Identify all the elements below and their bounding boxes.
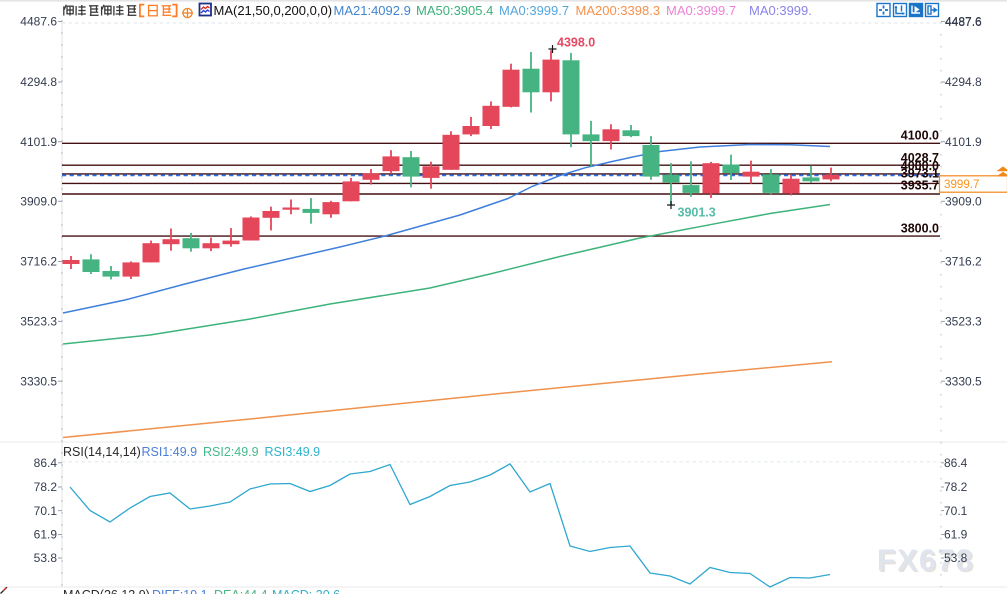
svg-text:RSI3:49.9: RSI3:49.9	[265, 445, 321, 459]
svg-text:MACD: 30.6: MACD: 30.6	[272, 588, 340, 594]
svg-text:MA200:3398.3: MA200:3398.3	[576, 3, 661, 18]
svg-text:3999.7: 3999.7	[944, 178, 979, 191]
svg-text:3330.5: 3330.5	[20, 374, 57, 388]
svg-text:3330.5: 3330.5	[945, 374, 982, 388]
svg-text:MA0:3999.: MA0:3999.	[749, 3, 812, 18]
svg-text:DEA:44.4: DEA:44.4	[214, 588, 268, 594]
svg-text:53.8: 53.8	[34, 551, 58, 565]
svg-text:78.2: 78.2	[34, 480, 58, 494]
svg-text:3901.3: 3901.3	[678, 205, 716, 219]
svg-text:53.8: 53.8	[944, 551, 968, 565]
svg-text:86.4: 86.4	[34, 456, 58, 470]
svg-text:3716.2: 3716.2	[945, 255, 982, 269]
svg-text:3909.0: 3909.0	[945, 195, 982, 209]
svg-text:70.1: 70.1	[34, 504, 58, 518]
svg-text:MA0:3999.7: MA0:3999.7	[499, 3, 569, 18]
svg-text:4398.0: 4398.0	[557, 36, 595, 50]
svg-text:3523.3: 3523.3	[20, 315, 57, 329]
svg-text:3935.7: 3935.7	[901, 178, 939, 192]
svg-text:70.1: 70.1	[944, 504, 968, 518]
svg-text:MA21:4092.9: MA21:4092.9	[334, 3, 411, 18]
svg-text:RSI2:49.9: RSI2:49.9	[203, 445, 259, 459]
svg-text:MA50:3905.4: MA50:3905.4	[416, 3, 493, 18]
svg-text:61.9: 61.9	[34, 528, 58, 542]
svg-text:78.2: 78.2	[944, 480, 968, 494]
svg-text:3800.0: 3800.0	[901, 221, 939, 235]
svg-text:RSI1:49.9: RSI1:49.9	[142, 445, 198, 459]
svg-text:RSI(14,14,14): RSI(14,14,14)	[63, 445, 141, 459]
svg-text:4101.9: 4101.9	[945, 135, 982, 149]
svg-text:MACD(26,12,9): MACD(26,12,9)	[63, 588, 150, 594]
svg-text:3716.2: 3716.2	[20, 255, 57, 269]
svg-text:4101.9: 4101.9	[20, 135, 57, 149]
svg-text:3523.3: 3523.3	[945, 315, 982, 329]
svg-text:3909.0: 3909.0	[20, 195, 57, 209]
svg-text:4487.6: 4487.6	[20, 15, 57, 29]
svg-text:MA0:3999.7: MA0:3999.7	[666, 3, 736, 18]
svg-text:4100.0: 4100.0	[901, 129, 939, 143]
svg-text:MA(21,50,0,200,0,0): MA(21,50,0,200,0,0)	[214, 3, 333, 18]
svg-text:4294.8: 4294.8	[20, 75, 57, 89]
svg-text:4294.8: 4294.8	[945, 75, 982, 89]
svg-text:86.4: 86.4	[944, 456, 968, 470]
svg-text:DIFF:19.1: DIFF:19.1	[152, 588, 208, 594]
svg-text:4487.6: 4487.6	[945, 15, 982, 29]
svg-text:61.9: 61.9	[944, 528, 968, 542]
